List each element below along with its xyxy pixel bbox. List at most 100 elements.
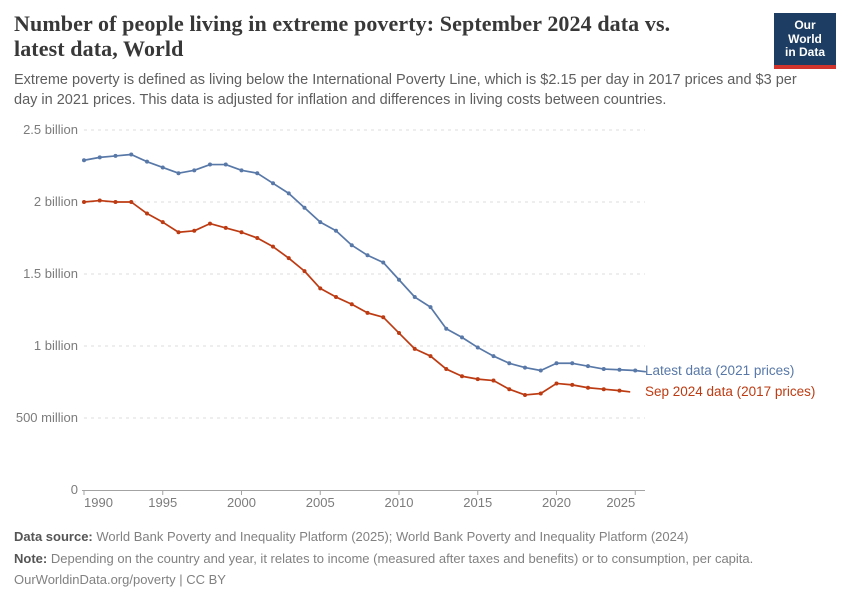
data-point	[286, 256, 291, 261]
x-axis-label-2005: 2005	[305, 495, 335, 510]
data-point	[412, 346, 417, 351]
data-point	[381, 315, 386, 320]
data-point	[428, 354, 433, 359]
page-title: Number of people living in extreme pover…	[14, 11, 774, 61]
x-axis-label-2015: 2015	[463, 495, 493, 510]
y-axis-label-2-billion: 2 billion	[33, 194, 78, 209]
data-point	[223, 162, 228, 167]
x-axis-label-2010: 2010	[384, 495, 414, 510]
data-point	[192, 168, 197, 173]
note-label: Note:	[14, 550, 48, 566]
data-point	[412, 295, 417, 300]
data-point	[318, 286, 323, 291]
data-point	[129, 200, 134, 204]
data-point	[349, 243, 354, 248]
note-line: Note: Depending on the country and year,…	[14, 548, 836, 570]
data-point	[82, 158, 86, 163]
data-point	[491, 354, 496, 359]
data-point	[633, 368, 638, 373]
y-axis-label-1-billion: 1 billion	[33, 338, 78, 353]
data-point	[192, 228, 197, 233]
data-point	[334, 228, 338, 233]
data-point	[145, 211, 149, 216]
data-point	[460, 335, 464, 340]
data-point	[318, 220, 323, 225]
data-point	[82, 200, 86, 204]
data-point	[381, 260, 386, 265]
data-point	[444, 326, 449, 331]
data-point	[113, 200, 118, 204]
data-point	[586, 385, 590, 390]
page-title-line1: Number of people living in extreme pover…	[14, 11, 671, 36]
data-point	[507, 387, 512, 392]
data-point	[223, 225, 228, 230]
x-axis-label-1995: 1995	[148, 495, 178, 510]
data-point	[271, 244, 275, 249]
data-point	[255, 171, 260, 176]
x-axis-label-1990: 1990	[84, 495, 113, 510]
data-point	[208, 162, 212, 167]
data-point	[460, 374, 464, 379]
data-point	[601, 367, 606, 372]
chart-subtitle: Extreme poverty is defined as living bel…	[14, 70, 836, 110]
data-source-line: Data source: World Bank Poverty and Ineq…	[14, 526, 836, 548]
y-axis-label-2-5-billion: 2.5 billion	[23, 122, 78, 137]
data-point	[334, 295, 338, 300]
data-point	[97, 155, 102, 160]
data-point	[397, 277, 401, 282]
data-point	[523, 365, 527, 370]
x-axis-label-2025: 2025	[606, 495, 636, 510]
chart-subtitle-line1: Extreme poverty is defined as living bel…	[14, 72, 797, 88]
data-point	[239, 230, 244, 235]
x-axis-label-2000: 2000	[227, 495, 256, 510]
series-line-0	[83, 153, 647, 373]
data-point	[271, 181, 275, 186]
y-axis-label-zero: 0	[70, 482, 78, 497]
note-text: Depending on the country and year, it re…	[50, 550, 754, 566]
data-point	[255, 236, 260, 240]
data-point	[507, 361, 512, 366]
data-point	[617, 367, 622, 372]
data-point	[349, 302, 354, 307]
x-axis-label-2020: 2020	[542, 495, 571, 510]
data-source-label: Data source:	[14, 529, 93, 544]
data-point	[570, 361, 575, 366]
chart-subtitle-line2: day in 2021 prices. This data is adjuste…	[14, 92, 667, 108]
data-point	[475, 345, 480, 350]
data-point	[554, 361, 559, 366]
data-point	[365, 310, 370, 315]
data-point	[286, 191, 291, 196]
data-point	[601, 387, 606, 392]
data-point	[302, 269, 307, 274]
data-point	[491, 378, 496, 383]
data-point	[428, 305, 433, 310]
data-point	[365, 253, 370, 258]
y-axis-label-1-5-billion: 1.5 billion	[23, 266, 78, 281]
data-point	[475, 377, 480, 382]
data-point	[239, 168, 244, 173]
data-point	[160, 220, 165, 225]
data-point	[208, 221, 212, 226]
owid-logo-line2: in Data	[784, 45, 825, 59]
data-point	[160, 165, 165, 170]
footer: Data source: World Bank Poverty and Ineq…	[14, 526, 836, 591]
y-axis-label-500-million: 500 million	[15, 410, 78, 425]
owid-logo-line1: Our World	[788, 18, 822, 46]
data-point	[97, 198, 102, 203]
data-point	[397, 331, 401, 336]
data-point	[523, 392, 527, 397]
data-point	[145, 159, 149, 164]
data-point	[176, 230, 181, 235]
data-point	[570, 382, 575, 387]
data-point	[302, 205, 307, 210]
legend-label-1: Sep 2024 data (2017 prices)	[645, 384, 816, 399]
data-point	[538, 368, 543, 373]
citation-line: OurWorldinData.org/poverty | CC BY	[14, 572, 226, 587]
data-point	[617, 388, 622, 393]
data-point	[444, 367, 449, 372]
data-point	[113, 153, 118, 158]
data-point	[538, 391, 543, 396]
legend-label-0: Latest data (2021 prices)	[645, 363, 795, 378]
